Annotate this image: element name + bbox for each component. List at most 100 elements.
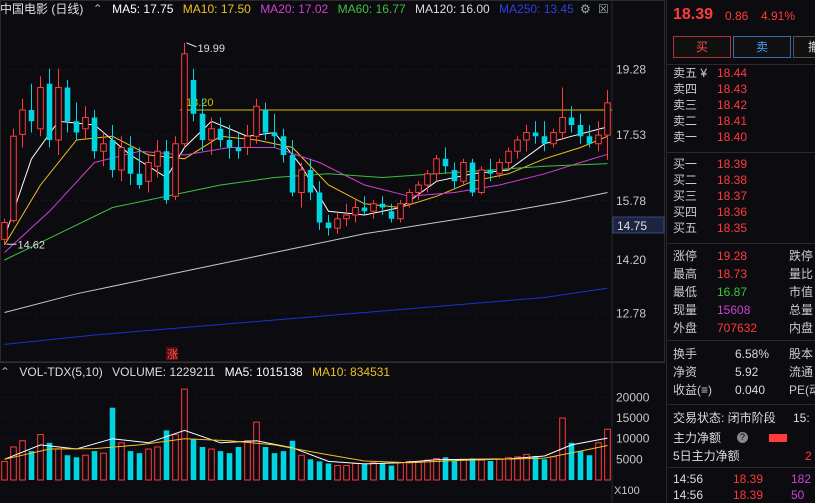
candle-body-up bbox=[478, 169, 485, 193]
candle-body-down bbox=[190, 80, 197, 114]
trade-status-row: 交易状态: 闭市阶段 15: bbox=[673, 410, 815, 426]
candle-body-down bbox=[109, 140, 116, 170]
collapse-icon[interactable]: ⌃ bbox=[0, 365, 11, 379]
flow-label: 主力净额 bbox=[673, 431, 722, 445]
stats-divider bbox=[667, 243, 815, 244]
symbol-title: 中国电影 (日线) bbox=[0, 2, 84, 16]
settings-gear-icon[interactable]: ⚙ bbox=[580, 2, 591, 16]
candle-body-up bbox=[37, 87, 44, 130]
volume-bar-down bbox=[361, 464, 368, 480]
stat-label-2: 总量 bbox=[789, 303, 814, 317]
volume-bar-up bbox=[37, 434, 44, 481]
stat-row: 最低 16.87 市值 bbox=[673, 284, 815, 300]
candle-body-down bbox=[226, 140, 233, 148]
help-icon[interactable]: ? bbox=[737, 432, 748, 443]
candle-body-up bbox=[172, 143, 179, 197]
ask-level-row: 卖五 ¥ 18.44 bbox=[673, 65, 815, 81]
volume-bar-down bbox=[532, 456, 539, 480]
vol-volume-label: VOLUME: 1229211 bbox=[112, 365, 216, 379]
volume-bar-up bbox=[514, 456, 521, 481]
stat-label: 最高 bbox=[673, 267, 698, 281]
bid-level-row: 买五 18.35 bbox=[673, 220, 815, 236]
bid-level-label: 买一 bbox=[673, 157, 698, 171]
stat-row: 换手 6.58% 股本 bbox=[673, 346, 815, 362]
sell-button[interactable]: 卖 bbox=[733, 36, 791, 58]
candle-body-up bbox=[181, 53, 188, 145]
volume-unit-label: X100 bbox=[614, 485, 640, 497]
stat-label-2: 量比 bbox=[789, 267, 814, 281]
candle-body-down bbox=[541, 136, 548, 144]
ma120-label: MA120: 16.00 bbox=[414, 2, 490, 16]
ma120-line bbox=[4, 192, 608, 313]
volume-bar-down bbox=[307, 459, 314, 480]
buy-button[interactable]: 买 bbox=[673, 36, 731, 58]
volume-bar-down bbox=[262, 446, 269, 480]
volume-bar-down bbox=[469, 458, 476, 480]
bid-level-price: 18.37 bbox=[717, 189, 748, 203]
stat-label-2: 市值 bbox=[789, 285, 814, 299]
close-icon[interactable]: ☒ bbox=[598, 2, 609, 16]
flow-row: 主力净额? bbox=[673, 430, 815, 446]
volume-bar-down bbox=[271, 453, 278, 480]
volume-tick-label: 5000 bbox=[616, 452, 643, 466]
candle-body-up bbox=[424, 173, 431, 186]
ma20-line bbox=[4, 147, 608, 253]
candle-body-up bbox=[415, 184, 422, 193]
volume-bar-down bbox=[73, 457, 80, 480]
candle-body-up bbox=[559, 117, 566, 133]
ma5-label: MA5: 17.75 bbox=[112, 2, 174, 16]
level-label: 18.20 bbox=[186, 97, 214, 109]
candle-body-down bbox=[532, 132, 539, 137]
candle-body-up bbox=[505, 150, 512, 163]
ask-level-row: 卖三 18.42 bbox=[673, 97, 815, 113]
candle-body-up bbox=[370, 203, 377, 212]
volume-bar-down bbox=[379, 463, 386, 480]
candle-body-down bbox=[325, 222, 332, 229]
volume-bar-down bbox=[451, 461, 458, 480]
candle-body-up bbox=[523, 132, 530, 141]
stat-label-2: PE(动 bbox=[789, 383, 815, 397]
stat-row: 现量 15608 总量 bbox=[673, 302, 815, 318]
candle-body-down bbox=[217, 128, 224, 140]
collapse-icon[interactable]: ⌃ bbox=[92, 2, 103, 16]
candle-body-up bbox=[244, 135, 251, 148]
kline-chart[interactable]: 19.28 17.53 15.78 14.20 12.78 14.75 18.20 19.99… bbox=[0, 0, 665, 503]
volume-bar-up bbox=[406, 460, 413, 481]
volume-bar-up bbox=[397, 462, 404, 481]
price-tick-label: 15.78 bbox=[616, 194, 646, 208]
volume-bar-up bbox=[55, 448, 62, 481]
candle-body-down bbox=[262, 110, 269, 133]
chart-area[interactable]: 19.28 17.53 15.78 14.20 12.78 14.75 18.20 19.99… bbox=[0, 0, 665, 503]
candle-body-up bbox=[550, 132, 557, 145]
stat-value: 0.040 bbox=[735, 383, 766, 397]
candle-body-up bbox=[154, 150, 161, 167]
price-panel-frame bbox=[0, 0, 665, 363]
high-label: 19.99 bbox=[198, 43, 226, 55]
volume-bar-down bbox=[199, 446, 206, 480]
volume-bar-up bbox=[145, 448, 152, 481]
candle-body-up bbox=[334, 218, 341, 229]
ask-level-price: 18.41 bbox=[717, 114, 748, 128]
volume-tick-label: 20000 bbox=[616, 390, 650, 404]
price-tick-label: 12.78 bbox=[616, 306, 646, 320]
ma20-label: MA20: 17.02 bbox=[260, 2, 329, 16]
tick-volume: 50 bbox=[791, 488, 805, 502]
volume-bar-down bbox=[442, 457, 449, 480]
trade-status-divider bbox=[667, 404, 815, 405]
stat-label-2: 内盘 bbox=[789, 321, 814, 335]
volume-bar-up bbox=[478, 459, 485, 481]
candle-body-down bbox=[280, 136, 287, 155]
candle-body-up bbox=[343, 214, 350, 220]
trade-status-label: 交易状态: 闭市阶段 bbox=[673, 411, 776, 425]
stat-label: 现量 bbox=[673, 303, 698, 317]
stat-label: 最低 bbox=[673, 285, 698, 299]
flow-bar bbox=[769, 434, 787, 442]
ma250-line bbox=[4, 287, 608, 345]
volume-header: ⌃ VOL-TDX(5,10) VOLUME: 1229211 MA5: 101… bbox=[0, 363, 665, 381]
cancel-order-button[interactable]: 撤 bbox=[793, 36, 815, 58]
volume-bar-up bbox=[208, 448, 215, 481]
volume-bar-up bbox=[154, 446, 161, 481]
candle-body-down bbox=[586, 136, 593, 144]
price-change: 0.86 bbox=[725, 9, 749, 23]
tick-row: 14:56 18.39 182 bbox=[673, 472, 815, 486]
